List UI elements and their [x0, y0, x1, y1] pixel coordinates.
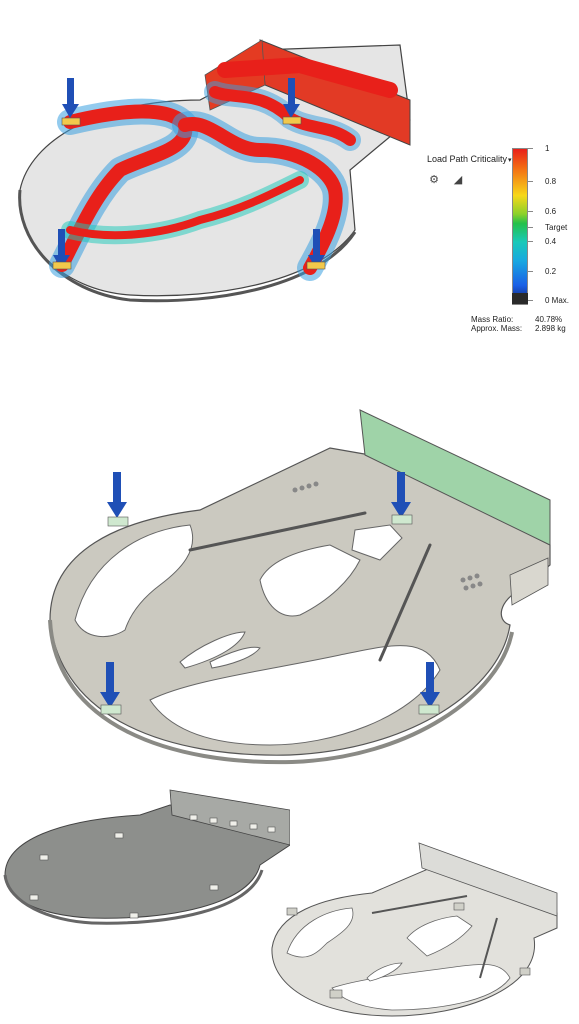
- load-arrow-1: [107, 472, 129, 527]
- original-plate-view[interactable]: [0, 785, 290, 925]
- thumb-back-wall: [418, 842, 558, 917]
- color-scale-bar: [512, 148, 528, 305]
- side-lip: [509, 557, 549, 606]
- tick-mark: [528, 241, 533, 242]
- load-arrow-4: [306, 229, 326, 270]
- tick-label: 1: [545, 144, 550, 153]
- original-back-wall: [169, 789, 290, 846]
- legend-tools: ⚙ ◢: [427, 172, 465, 186]
- mass-ratio-value: 40.78%: [535, 315, 563, 324]
- triangle-ruler-icon[interactable]: ◢: [453, 173, 463, 186]
- tick-mark: [528, 300, 533, 301]
- tick-label: 0.4: [545, 237, 557, 246]
- tick-label: 0 Max.: [545, 296, 570, 305]
- load-arrow-2: [282, 78, 302, 125]
- back-wall: [359, 409, 551, 546]
- approx-mass-value: 2.898 kg: [535, 324, 566, 333]
- original-plate: [4, 804, 290, 919]
- legend-title: Load Path Criticality: [427, 154, 508, 164]
- tick-mark: [528, 148, 533, 149]
- cutout-bottom: [149, 645, 441, 746]
- load-arrow-4: [418, 662, 440, 715]
- load-path-heatmap-view[interactable]: [0, 0, 420, 310]
- cutout-slot-2: [209, 646, 261, 669]
- load-arrow-2: [391, 472, 413, 525]
- chevron-down-icon: ▾: [508, 157, 512, 164]
- load-arrow-3: [52, 229, 72, 270]
- legend-title-dropdown[interactable]: Load Path Criticality▾: [427, 154, 512, 164]
- optimized-plate-thumbnail[interactable]: [262, 838, 572, 1020]
- optimized-plate-view[interactable]: [30, 400, 570, 775]
- tick-mark: [528, 181, 533, 182]
- color-scale-max-swatch: [512, 293, 528, 304]
- tick-label: 0.6: [545, 207, 557, 216]
- cutout-left: [74, 524, 194, 638]
- cutout-slot-1: [179, 631, 246, 669]
- tick-label: 0.8: [545, 177, 557, 186]
- approx-mass-label: Approx. Mass:: [471, 324, 523, 333]
- load-arrow-3: [100, 662, 122, 715]
- tick-mark: [528, 211, 533, 212]
- cutout-pocket: [351, 524, 403, 561]
- mass-stats: Mass Ratio: 40.78% Approx. Mass: 2.898 kg: [471, 315, 566, 333]
- tick-mark: [528, 271, 533, 272]
- tick-mark: [528, 227, 533, 228]
- mass-ratio-label: Mass Ratio:: [471, 315, 514, 324]
- tick-label: Target: [545, 223, 568, 232]
- load-arrow-1: [61, 78, 81, 126]
- cutout-center: [259, 544, 361, 617]
- tick-label: 0.2: [545, 267, 557, 276]
- gear-icon[interactable]: ⚙: [429, 173, 439, 186]
